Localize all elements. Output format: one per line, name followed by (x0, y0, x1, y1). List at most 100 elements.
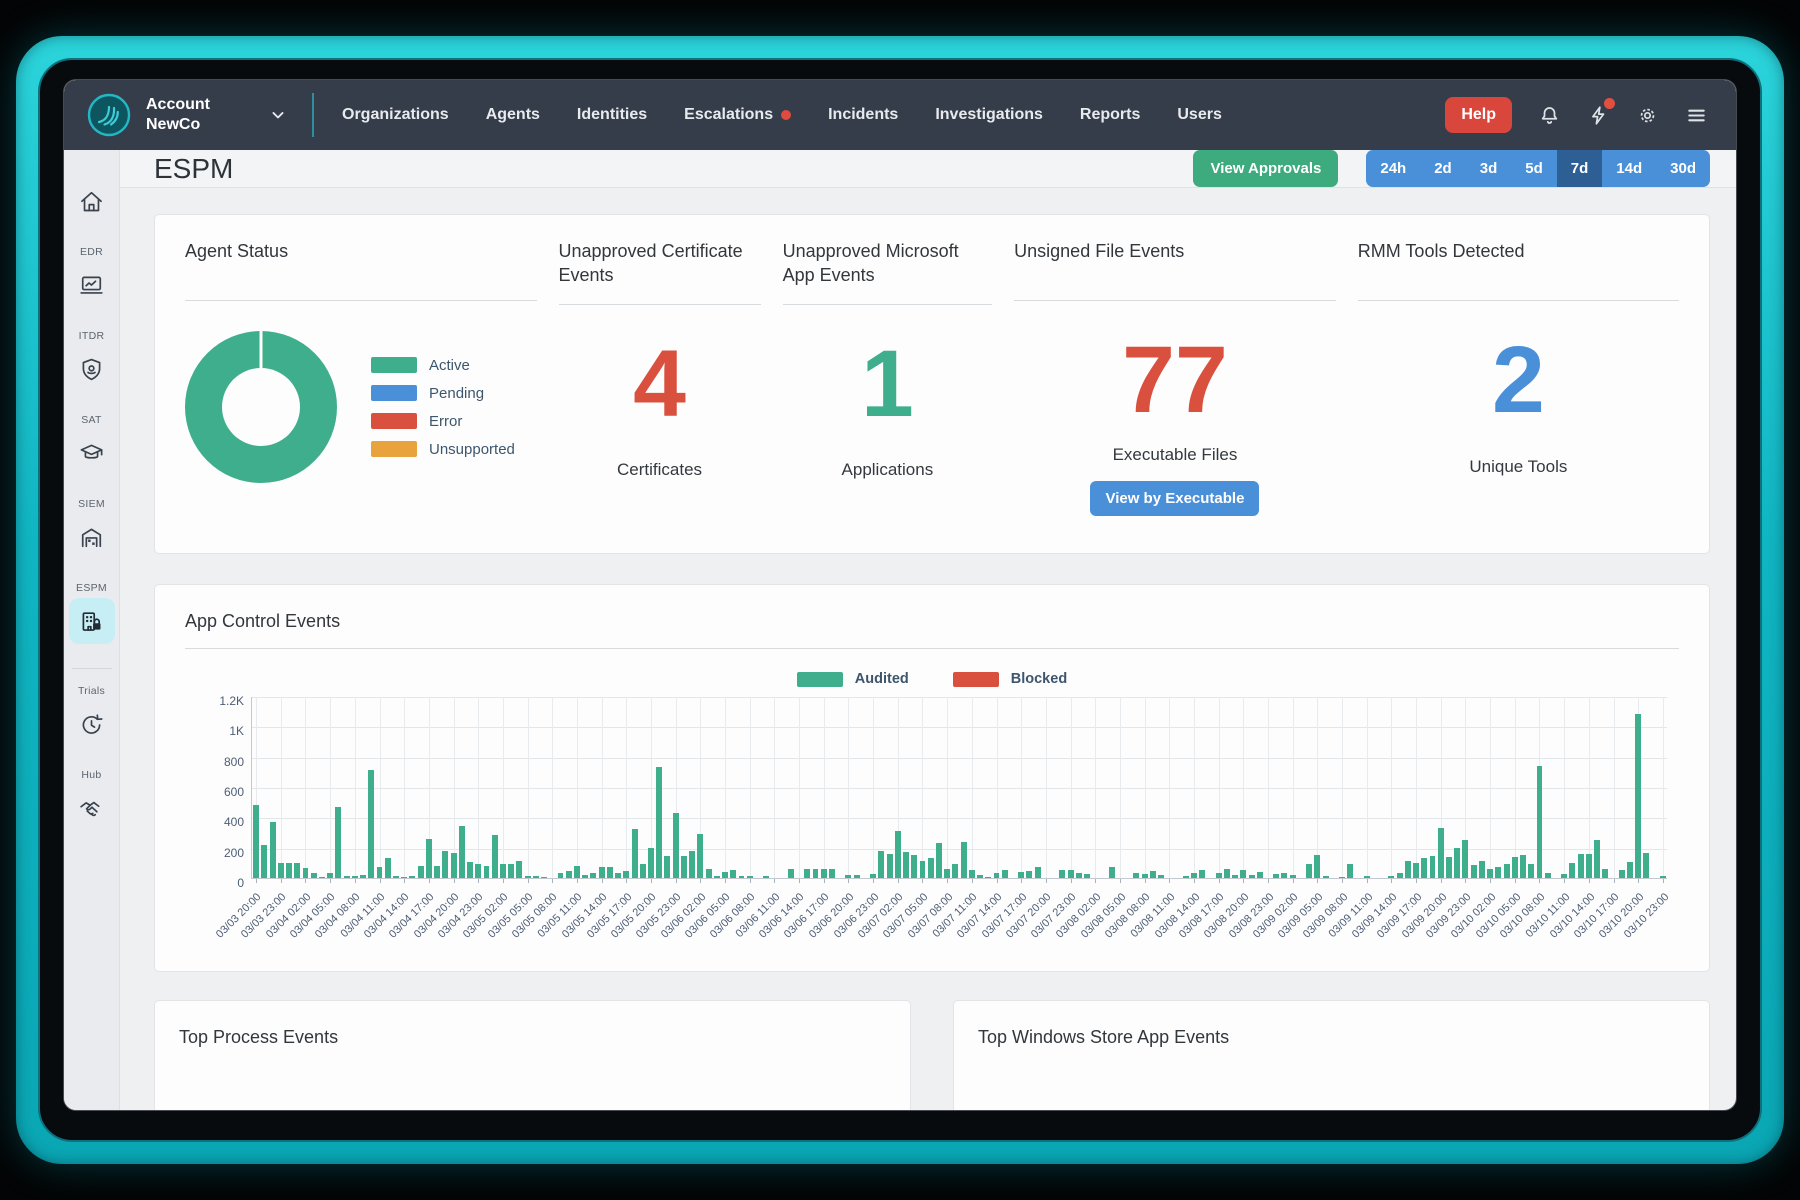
x-tick (922, 879, 924, 883)
x-gridline (725, 697, 727, 878)
bolt-icon[interactable] (1587, 97, 1615, 127)
x-gridline (774, 697, 776, 878)
x-gridline (601, 697, 603, 878)
sidebar-item-siem[interactable]: SIEM (69, 498, 115, 560)
audited-bar (672, 812, 679, 878)
x-tick (428, 879, 430, 883)
view-approvals-button[interactable]: View Approvals (1193, 150, 1339, 187)
nav-item-identities[interactable]: Identities (576, 106, 648, 123)
legend-item-unsupported[interactable]: Unsupported (371, 441, 515, 458)
sidebar-item-itdr[interactable]: ITDR (69, 330, 115, 392)
x-gridline (527, 697, 529, 878)
x-tick (749, 879, 751, 883)
legend-label: Active (429, 356, 470, 374)
chevron-down-icon[interactable] (268, 105, 288, 125)
audited-bar (1594, 840, 1601, 878)
legend-item-audited[interactable]: Audited (796, 671, 909, 687)
x-gridline (404, 697, 406, 878)
nav-item-investigations[interactable]: Investigations (935, 106, 1043, 123)
audited-bar (1643, 852, 1650, 878)
x-gridline (1514, 697, 1516, 878)
time-range-30d[interactable]: 30d (1670, 160, 1696, 177)
time-range-24h[interactable]: 24h (1380, 160, 1407, 177)
x-gridline (1588, 697, 1590, 878)
audited-bar (351, 876, 358, 878)
help-button[interactable]: Help (1445, 97, 1512, 133)
hub-icon (69, 785, 115, 831)
audited-bar (450, 852, 457, 878)
page-title: ESPM (154, 152, 234, 184)
agent-status-donut-chart (185, 331, 337, 483)
audited-bar (1133, 873, 1140, 878)
sidebar-item-home[interactable] (69, 178, 115, 224)
x-gridline (1342, 697, 1344, 878)
chart-x-axis-labels: 03/03 20:00 03/03 23:00 03/04 02:00 03/04 0… (214, 883, 1671, 961)
time-range-14d[interactable]: 14d (1616, 160, 1643, 177)
audited-bar (1059, 869, 1066, 878)
audited-bar (746, 876, 753, 878)
audited-bar (689, 851, 696, 878)
audited-bar (1585, 853, 1592, 878)
legend-item-pending[interactable]: Pending (371, 385, 515, 402)
x-gridline (1218, 697, 1220, 878)
audited-bar (598, 866, 605, 878)
audited-bar (1536, 765, 1543, 878)
audited-bar (1182, 875, 1189, 878)
nav-item-agents[interactable]: Agents (485, 106, 540, 123)
time-range-2d[interactable]: 2d (1434, 160, 1452, 177)
audited-bar (631, 829, 638, 878)
audited-bar (1289, 874, 1296, 878)
nav-item-users[interactable]: Users (1177, 106, 1222, 123)
x-tick (576, 879, 578, 883)
time-range-7d[interactable]: 7d (1556, 150, 1603, 187)
agent-status-panel: Agent Status Active Pending Error Unsupport… (185, 239, 559, 529)
audited-bar (1429, 856, 1436, 878)
sat-icon (69, 430, 115, 476)
audited-bar (1339, 877, 1345, 878)
x-tick (996, 879, 998, 883)
gear-icon[interactable] (1636, 104, 1659, 127)
audited-bar (565, 871, 572, 878)
x-gridline (280, 697, 282, 878)
trials-icon (69, 701, 115, 747)
audited-bar (294, 862, 301, 878)
nav-item-incidents[interactable]: Incidents (828, 106, 899, 123)
audited-bar (1108, 867, 1115, 878)
audited-bar (1363, 875, 1370, 878)
account-switcher[interactable]: Account NewCo (146, 95, 210, 135)
sidebar-item-edr[interactable]: EDR (69, 246, 115, 308)
x-gridline (1193, 697, 1195, 878)
menu-icon[interactable] (1685, 104, 1708, 127)
edr-icon (69, 262, 115, 308)
x-tick (700, 879, 702, 883)
view-by-executable-button[interactable]: View by Executable (1090, 480, 1260, 516)
sidebar-item-espm[interactable]: ESPM (68, 582, 115, 644)
sidebar-item-sat[interactable]: SAT (69, 414, 115, 476)
audited-bar (944, 868, 951, 878)
audited-bar (1470, 865, 1477, 878)
time-range-5d[interactable]: 5d (1525, 160, 1543, 177)
nav-item-reports[interactable]: Reports (1079, 106, 1141, 123)
audited-bar (376, 867, 383, 878)
brand-logo-icon[interactable] (86, 92, 132, 138)
bell-icon[interactable] (1538, 104, 1561, 127)
x-tick (552, 879, 554, 883)
nav-item-escalations[interactable]: Escalations (684, 106, 792, 124)
sidebar-item-trials[interactable]: Trials (69, 685, 115, 747)
x-gridline (897, 697, 899, 878)
app-control-events-bar-chart: 0 200 400 600 800 1K 1.2K 03/03 20:00 03/03 23:… (185, 693, 1679, 963)
certificates-label: Certificates (617, 460, 703, 480)
nav-item-organizations[interactable]: Organizations (342, 106, 449, 123)
audited-bar (1256, 871, 1263, 878)
sidebar-item-hub[interactable]: Hub (69, 769, 115, 831)
x-tick (823, 879, 825, 883)
legend-item-active[interactable]: Active (371, 357, 515, 374)
y-gridline (252, 757, 1667, 759)
audited-bar (1659, 876, 1666, 878)
escalations-badge-dot (781, 110, 792, 120)
time-range-3d[interactable]: 3d (1479, 160, 1498, 177)
legend-item-error[interactable]: Error (371, 413, 515, 430)
legend-item-blocked[interactable]: Blocked (952, 671, 1067, 687)
audited-bar (1215, 873, 1222, 878)
